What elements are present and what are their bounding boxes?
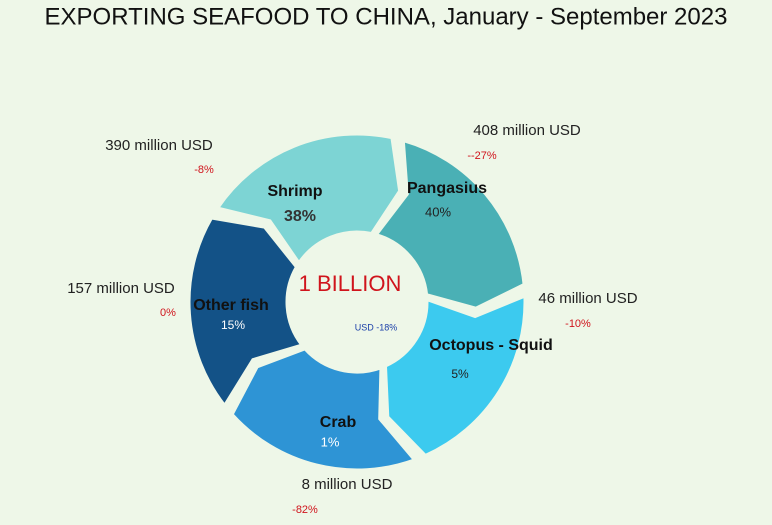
segment-name: Other fish [193,297,269,314]
segment-share: 40% [425,204,451,219]
segment-amount: 157 million USD [67,280,175,297]
segment-change: -82% [292,504,318,516]
segment [230,347,417,472]
segment-name: Crab [320,414,357,431]
segment-change: -10% [565,318,591,330]
segment-change: -8% [194,164,214,176]
title: EXPORTING SEAFOOD TO CHINA, January - Se… [45,3,728,30]
segment-change: --27% [467,150,497,162]
segment-amount: 390 million USD [105,137,213,154]
segment-name: Octopus - Squid [429,337,553,354]
segment-amount: 8 million USD [302,476,393,493]
segment [383,293,527,458]
center-total: 1 BILLION [299,271,402,296]
segment-change: 0% [160,307,176,319]
ring [187,132,527,472]
segment-name: Shrimp [267,183,322,200]
segment [187,216,305,409]
segment-amount: 408 million USD [473,122,581,139]
segment-share: 1% [321,434,340,449]
segment-share: 15% [221,318,245,332]
segment [373,138,526,310]
segment-amount: 46 million USD [538,290,637,307]
segment [215,132,402,266]
center-note: USD -18% [355,322,398,332]
segment-share: 5% [451,367,469,381]
segment-share: 38% [284,208,316,225]
segment-name: Pangasius [407,180,487,197]
